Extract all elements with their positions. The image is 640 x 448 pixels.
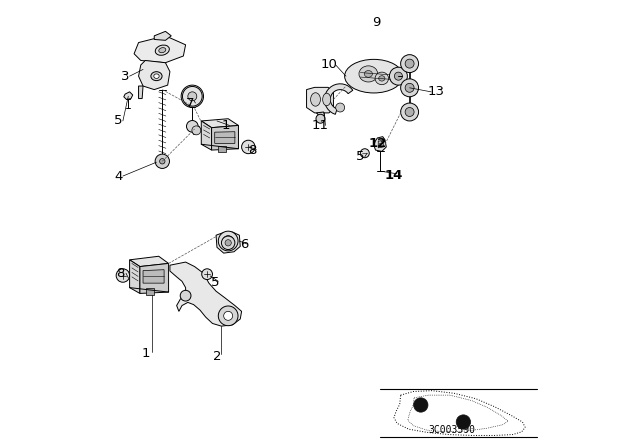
Circle shape (394, 72, 403, 80)
Circle shape (316, 114, 325, 123)
Polygon shape (216, 232, 240, 253)
Ellipse shape (159, 47, 166, 53)
Circle shape (159, 159, 165, 164)
Circle shape (225, 240, 231, 246)
Ellipse shape (379, 76, 385, 81)
Polygon shape (316, 112, 324, 116)
Text: 7: 7 (186, 96, 195, 110)
Ellipse shape (359, 66, 378, 82)
Circle shape (202, 269, 212, 280)
Circle shape (221, 236, 235, 250)
Circle shape (224, 311, 233, 320)
Text: 10: 10 (321, 58, 337, 72)
Polygon shape (146, 288, 154, 295)
Circle shape (405, 83, 414, 92)
Circle shape (405, 59, 414, 68)
Polygon shape (124, 92, 132, 99)
Polygon shape (218, 146, 226, 152)
Text: 6: 6 (239, 237, 248, 251)
Circle shape (188, 92, 197, 101)
Polygon shape (215, 132, 235, 143)
Circle shape (401, 103, 419, 121)
Ellipse shape (323, 93, 331, 106)
Polygon shape (394, 391, 525, 435)
Circle shape (182, 86, 202, 106)
Circle shape (181, 85, 204, 108)
Text: 5: 5 (356, 150, 365, 164)
Text: 4: 4 (114, 170, 123, 184)
Polygon shape (139, 86, 143, 99)
Circle shape (180, 290, 191, 301)
Circle shape (192, 126, 201, 135)
Text: 12: 12 (368, 137, 387, 150)
Text: 3C003590: 3C003590 (429, 426, 476, 435)
Polygon shape (374, 137, 387, 151)
Text: 1: 1 (142, 347, 150, 361)
Circle shape (186, 121, 198, 132)
Circle shape (155, 154, 170, 168)
Text: 11: 11 (312, 119, 328, 132)
Ellipse shape (156, 45, 170, 55)
Ellipse shape (344, 60, 403, 93)
Circle shape (186, 90, 198, 103)
Circle shape (390, 67, 408, 85)
Ellipse shape (375, 72, 388, 85)
Circle shape (242, 140, 255, 154)
Circle shape (360, 149, 369, 158)
Text: 1: 1 (221, 119, 230, 132)
Ellipse shape (151, 72, 162, 81)
Polygon shape (139, 60, 170, 90)
Text: 8: 8 (248, 143, 257, 157)
Polygon shape (307, 87, 333, 113)
Circle shape (218, 306, 238, 326)
Polygon shape (324, 84, 353, 114)
Polygon shape (202, 119, 239, 128)
Polygon shape (130, 260, 140, 293)
Circle shape (401, 55, 419, 73)
Circle shape (456, 415, 470, 429)
Text: 9: 9 (372, 16, 380, 29)
Polygon shape (192, 126, 201, 134)
Circle shape (218, 231, 238, 251)
Text: 3: 3 (121, 69, 129, 83)
Circle shape (223, 236, 234, 246)
Ellipse shape (364, 71, 372, 78)
Text: 8: 8 (116, 267, 125, 280)
Polygon shape (140, 263, 168, 293)
Polygon shape (212, 125, 239, 150)
Polygon shape (143, 270, 164, 283)
Polygon shape (202, 121, 212, 150)
Polygon shape (154, 31, 172, 40)
Polygon shape (186, 90, 198, 103)
Text: 13: 13 (428, 85, 445, 99)
Ellipse shape (154, 74, 159, 78)
Circle shape (116, 269, 130, 282)
Circle shape (405, 108, 414, 116)
Text: 14: 14 (385, 169, 403, 182)
Polygon shape (378, 141, 383, 148)
Circle shape (336, 103, 345, 112)
Circle shape (190, 94, 195, 99)
Circle shape (401, 79, 419, 97)
Polygon shape (170, 262, 242, 326)
Text: 5: 5 (211, 276, 219, 289)
Circle shape (413, 398, 428, 412)
Ellipse shape (310, 93, 321, 106)
Text: 2: 2 (212, 349, 221, 363)
Polygon shape (130, 256, 168, 267)
Text: 5: 5 (114, 114, 123, 128)
Polygon shape (134, 36, 186, 63)
